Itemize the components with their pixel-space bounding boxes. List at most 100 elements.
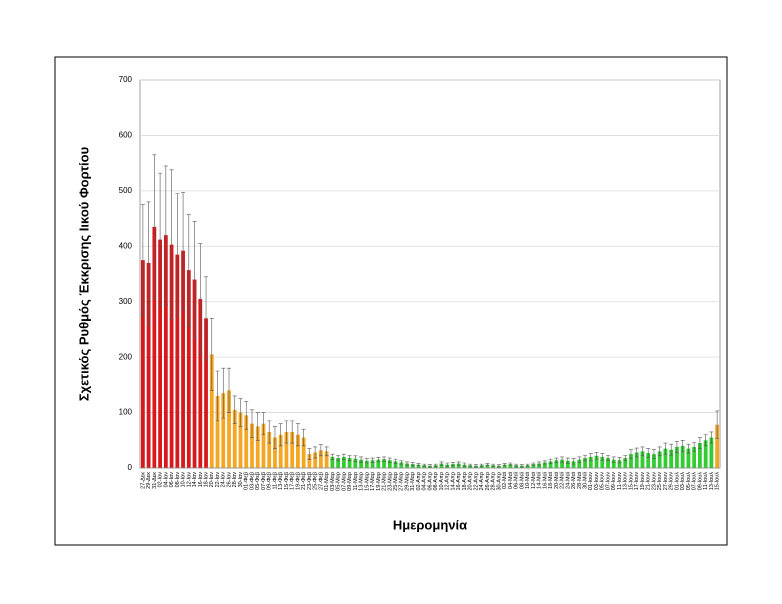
error-bar — [387, 457, 392, 463]
x-tick-label: 14-Ιαν — [192, 472, 198, 488]
error-bar — [428, 464, 432, 468]
x-tick-label: 06-Απρ — [427, 472, 433, 491]
bar — [313, 452, 318, 468]
bar — [669, 449, 674, 468]
bar — [324, 451, 329, 468]
error-bar — [502, 463, 507, 467]
error-bar — [198, 243, 203, 355]
error-bar — [674, 441, 679, 453]
error-bar — [594, 452, 599, 460]
error-bar — [152, 154, 157, 300]
x-tick-label: 23-Φεβ — [307, 472, 313, 490]
x-tick-label: 11-Ιουλ — [703, 472, 709, 490]
error-bar — [531, 462, 536, 466]
error-bar — [301, 428, 306, 447]
error-bar — [313, 446, 318, 459]
x-tick-label: 13-Μαρ — [359, 472, 365, 491]
error-bar — [347, 454, 352, 462]
x-tick-label: 20-Απρ — [468, 472, 474, 491]
bar — [336, 458, 341, 468]
error-bar — [227, 367, 232, 413]
error-bar — [175, 193, 180, 316]
bar — [577, 459, 582, 468]
error-bar — [382, 456, 387, 462]
x-tick-label: 24-Μαϊ — [565, 471, 571, 489]
bar — [347, 458, 352, 468]
bar — [617, 460, 622, 468]
bar — [307, 454, 312, 468]
error-bar — [548, 458, 553, 464]
x-tick-label: 07-Ιουν — [605, 472, 611, 491]
x-tick-label: 08-Ιαν — [175, 472, 181, 488]
x-tick-label: 09-Φεβ — [267, 472, 273, 490]
error-bar — [462, 462, 467, 467]
error-bar — [181, 192, 186, 310]
x-tick-label: 20-Ιαν — [209, 472, 215, 488]
x-axis-label: Ημερομηνία — [393, 517, 467, 532]
error-bar — [634, 447, 639, 458]
x-tick-label: 15-Ιουλ — [715, 472, 721, 491]
x-tick-label: 29-Δεκ — [146, 472, 152, 489]
bar — [250, 423, 254, 468]
bar — [634, 452, 639, 468]
error-bar — [439, 461, 444, 466]
bar — [531, 464, 536, 468]
error-bar — [364, 458, 369, 464]
error-bar — [295, 423, 300, 447]
bar — [393, 461, 398, 468]
error-bar — [508, 462, 513, 466]
x-tick-label: 22-Μαϊ — [560, 471, 566, 489]
error-bar — [657, 446, 662, 457]
x-tick-label: 10-Ιαν — [181, 472, 187, 488]
x-tick-label: 28-Ιαν — [232, 472, 238, 488]
x-tick-label: 12-Ιαν — [186, 472, 192, 488]
error-bar — [336, 454, 341, 462]
x-tick-label: 27-Φεβ — [318, 472, 324, 490]
x-tick-label: 10-Μαϊ — [525, 471, 531, 489]
error-bar — [359, 456, 364, 463]
error-bar — [399, 460, 404, 465]
x-tick-label: 21-Ιουν — [646, 472, 652, 491]
x-tick-label: 16-Απρ — [456, 472, 462, 491]
bar — [244, 415, 249, 468]
x-tick-label: 05-Μαρ — [336, 472, 342, 491]
x-tick-label: 20-Μαϊ — [554, 471, 560, 489]
error-bar — [703, 434, 708, 447]
bar — [646, 453, 651, 468]
error-bar — [255, 412, 260, 441]
error-bar — [221, 367, 226, 419]
error-bar — [445, 462, 450, 467]
x-tick-label: 12-Μαϊ — [531, 471, 537, 489]
x-tick-label: 04-Απρ — [422, 472, 428, 491]
error-bar — [272, 426, 277, 449]
x-tick-label: 22-Ιαν — [215, 472, 221, 488]
x-tick-label: 30-Ιαν — [238, 472, 244, 488]
x-tick-label: 27-Ιουν — [663, 472, 669, 491]
bar — [600, 456, 605, 468]
error-bar — [583, 454, 588, 462]
error-bar — [140, 204, 145, 316]
bar — [652, 454, 656, 468]
error-bar — [709, 431, 714, 444]
error-bar — [158, 172, 163, 307]
error-bar — [249, 409, 254, 438]
x-tick-label: 22-Απρ — [473, 472, 479, 491]
bar — [204, 318, 208, 468]
error-bar — [588, 453, 593, 461]
error-bar — [267, 420, 272, 444]
error-bar — [715, 410, 720, 439]
bar — [405, 463, 409, 468]
error-bar — [669, 443, 674, 456]
bar — [278, 434, 283, 468]
y-tick-label: 100 — [119, 408, 133, 417]
x-tick-label: 01-Φεβ — [244, 472, 250, 490]
bar — [186, 270, 191, 468]
error-bar — [192, 221, 197, 339]
x-tick-label: 25-Ιουν — [657, 472, 663, 491]
x-tick-label: 01-Ιουλ — [674, 472, 680, 491]
x-tick-label: 13-Ιουν — [623, 472, 629, 491]
bar — [686, 448, 691, 468]
x-tick-label: 01-Μαρ — [324, 472, 330, 491]
x-tick-label: 17-Μαρ — [370, 472, 376, 491]
bar — [192, 279, 197, 468]
